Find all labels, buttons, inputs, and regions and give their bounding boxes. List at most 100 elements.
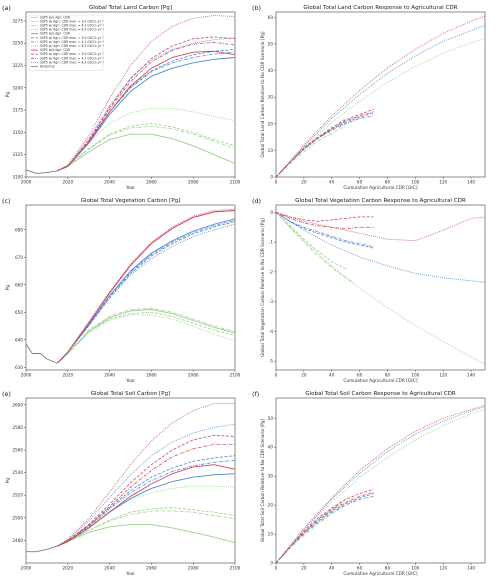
series-line xyxy=(57,107,235,172)
legend-entry: SSP5 w/ Agri. CDR max. = 4.1 GtCO₂ yr⁻¹ xyxy=(40,24,105,28)
series-line xyxy=(57,210,235,364)
series-line xyxy=(276,24,485,177)
x-tick-label: 20 xyxy=(301,566,307,571)
series-line xyxy=(57,311,235,364)
x-tick-label: 140 xyxy=(467,180,475,185)
x-tick-label: 80 xyxy=(385,373,391,378)
y-tick-label: 640 xyxy=(15,337,23,342)
series-line xyxy=(276,498,346,563)
chart-title: Global Total Soil Carbon Response to Agr… xyxy=(305,391,456,397)
series-line xyxy=(276,38,485,177)
y-tick-label: 3225 xyxy=(12,63,23,68)
panel-d: (d) Global Total Vegetation Carbon Respon… xyxy=(252,197,486,384)
panel-c: (c) Global Total Vegetation Carbon [Pg] 20… xyxy=(2,197,241,384)
legend: SSP5 w/o Agri. CDR SSP5 w/ Agri. CDR max.… xyxy=(28,14,105,71)
x-tick-label: 2000 xyxy=(21,180,32,185)
series-line xyxy=(276,212,485,365)
x-axis-label: Cumulative Agricultural CDR [GtC] xyxy=(343,185,418,191)
x-tick-label: 140 xyxy=(467,373,475,378)
x-tick-label: 2060 xyxy=(146,373,157,378)
x-tick-label: 0 xyxy=(275,566,278,571)
x-axis-label: Cumulative Agricultural CDR [GtC] xyxy=(343,378,418,384)
x-axis-label: Year xyxy=(125,185,135,191)
legend-entry: SSP5 w/o Agri. CDR xyxy=(40,15,71,19)
y-tick-label: 2540 xyxy=(12,470,23,475)
y-tick-label: 680 xyxy=(15,227,23,232)
series-line xyxy=(57,125,235,172)
series-line xyxy=(57,455,235,547)
legend-entry: SSP5 w/ Agri. CDR max. = 3.0 GtCO₂ yr⁻¹ xyxy=(40,36,105,40)
y-tick-label: 50 xyxy=(268,416,274,421)
series-line xyxy=(57,307,235,364)
x-tick-label: 60 xyxy=(357,373,363,378)
y-tick-label: 2480 xyxy=(12,538,23,543)
plot-frame xyxy=(275,204,486,371)
series-line xyxy=(276,496,374,563)
x-tick-label: 140 xyxy=(467,566,475,571)
panel-label: (c) xyxy=(2,197,11,205)
y-tick-label: 670 xyxy=(15,255,23,260)
x-tick-label: 0 xyxy=(275,373,278,378)
y-tick-label: 650 xyxy=(15,310,23,315)
series-line xyxy=(276,488,374,563)
chart-title: Global Total Vegetation Carbon [Pg] xyxy=(81,198,181,204)
x-tick-label: 2020 xyxy=(62,180,73,185)
plot-frame xyxy=(275,397,486,564)
x-tick-label: 2100 xyxy=(230,373,241,378)
chart-title: Global Total Soil Carbon [Pg] xyxy=(91,391,171,397)
chart-title: Global Total Vegetation Carbon Response … xyxy=(295,198,466,204)
series-line xyxy=(57,524,235,547)
series-line xyxy=(57,434,235,547)
series-line xyxy=(276,491,374,563)
y-axis-label: Pg xyxy=(5,285,11,291)
x-tick-label: 2100 xyxy=(230,180,241,185)
y-tick-label: -4 xyxy=(269,329,274,334)
x-tick-label: 2080 xyxy=(188,180,199,185)
x-tick-label: 2080 xyxy=(188,373,199,378)
y-axis-label: Global Total Land Carbon Relative to No … xyxy=(260,31,266,157)
series-group xyxy=(276,15,485,177)
series-line xyxy=(276,212,374,230)
legend-entry: SSP5 w/o Agri. CDR xyxy=(40,48,71,52)
chart-title: Global Total Land Carbon [Pg] xyxy=(89,5,172,11)
series-group xyxy=(276,212,485,365)
x-tick-label: 2040 xyxy=(104,566,115,571)
series-line xyxy=(26,169,58,174)
x-tick-label: 120 xyxy=(439,566,447,571)
y-tick-label: 3200 xyxy=(12,85,23,90)
series-group xyxy=(26,15,235,174)
x-tick-label: 60 xyxy=(357,180,363,185)
series-line xyxy=(57,208,235,364)
x-tick-label: 2100 xyxy=(230,566,241,571)
series-line xyxy=(57,403,235,547)
y-tick-label: 3150 xyxy=(12,130,23,135)
series-line xyxy=(57,37,235,172)
y-tick-label: 3250 xyxy=(12,41,23,46)
y-tick-label: -5 xyxy=(269,359,274,364)
series-line xyxy=(276,111,374,177)
series-line xyxy=(276,409,485,563)
x-tick-label: 100 xyxy=(411,180,419,185)
series-line xyxy=(57,510,235,547)
x-tick-label: 80 xyxy=(385,180,391,185)
panel-a: (a) Global Total Land Carbon [Pg] 2000 2020… xyxy=(2,4,241,191)
x-tick-label: 100 xyxy=(411,373,419,378)
legend-entry: SSP5 w/ Agri. CDR max. = 4.1 GtCO₂ yr⁻¹ xyxy=(40,40,105,44)
x-tick-label: 120 xyxy=(439,180,447,185)
x-tick-label: 2020 xyxy=(62,566,73,571)
legend-entry: SSP5 w/ Agri. CDR max. = 4.1 GtCO₂ yr⁻¹ xyxy=(40,56,105,60)
panel-f: (f) Global Total Soil Carbon Response to … xyxy=(252,390,486,577)
series-line xyxy=(276,504,346,563)
y-tick-label: 3175 xyxy=(12,108,23,113)
y-tick-label: 10 xyxy=(268,532,274,537)
series-line xyxy=(57,36,235,172)
x-tick-label: 2040 xyxy=(104,180,115,185)
series-line xyxy=(276,404,485,563)
x-tick-label: 2020 xyxy=(62,373,73,378)
plot-frame xyxy=(275,11,486,178)
series-line xyxy=(57,49,235,172)
y-tick-label: 2580 xyxy=(12,425,23,430)
series-line xyxy=(26,343,58,364)
y-tick-label: 0 xyxy=(270,210,273,215)
